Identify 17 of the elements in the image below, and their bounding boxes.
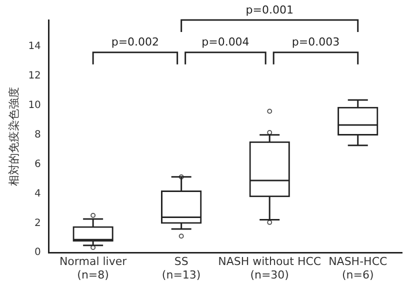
- y-tick-label: 8: [34, 129, 41, 140]
- x-tick-label: NASH-HCC (n=6): [328, 255, 388, 282]
- y-tick-label: 2: [34, 218, 41, 229]
- x-tick-label: NASH without HCC (n=30): [218, 255, 322, 282]
- y-tick-label: 6: [34, 158, 41, 170]
- y-tick-label: 10: [28, 100, 41, 111]
- y-tick-label: 4: [34, 188, 41, 200]
- y-tick-label: 0: [34, 247, 41, 258]
- y-axis-title: 相対的免疫染色強度: [7, 86, 20, 186]
- annotation: p=0.003: [292, 36, 340, 49]
- y-tick-label: 12: [28, 70, 41, 82]
- x-tick-label: SS (n=13): [162, 255, 201, 282]
- annotation: p=0.002: [111, 36, 160, 49]
- x-tick-label: Normal liver (n=8): [59, 255, 128, 282]
- y-tick-label: 14: [28, 41, 41, 52]
- text: p=0.001: [246, 3, 294, 16]
- annotation: p=0.004: [202, 36, 250, 49]
